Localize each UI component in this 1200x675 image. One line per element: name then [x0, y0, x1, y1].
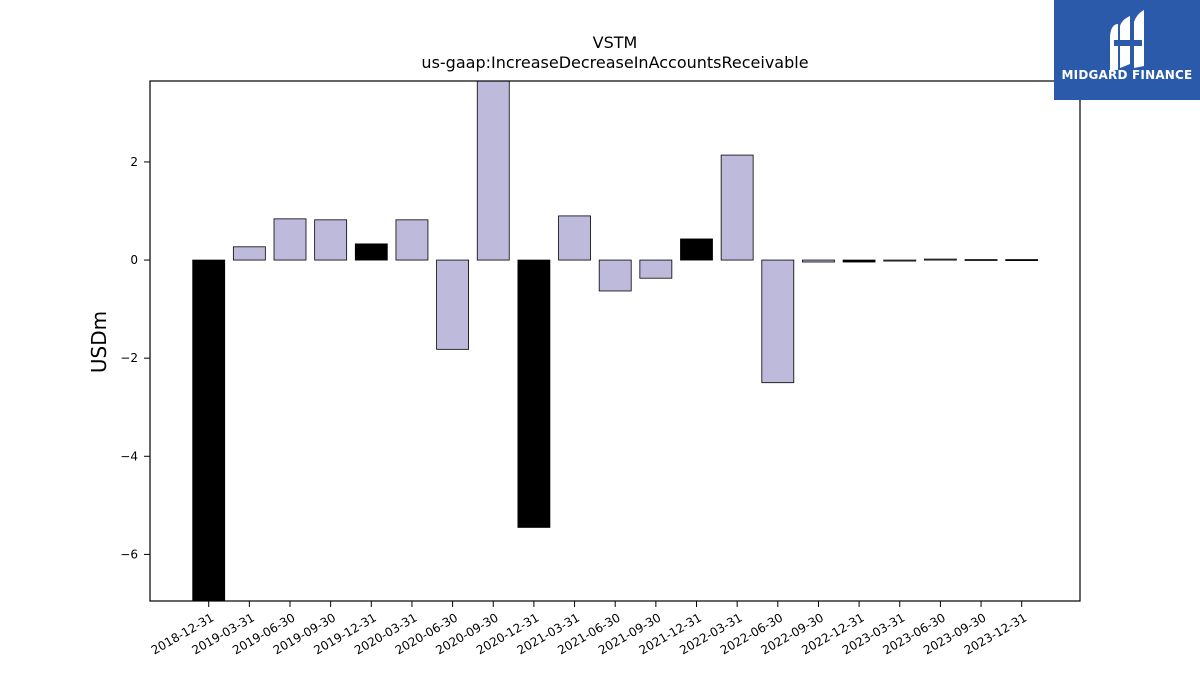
bar-2023-09-30	[964, 259, 998, 261]
y-tick-label: −6	[120, 547, 138, 561]
bar-2021-03-31	[558, 215, 591, 261]
chart-subtitle: us-gaap:IncreaseDecreaseInAccountsReceiv…	[421, 53, 808, 72]
bar-2023-03-31	[883, 259, 917, 262]
plot-frame	[149, 80, 1081, 602]
y-axis-label: USDm	[87, 311, 111, 373]
y-tick-label: −4	[120, 449, 138, 463]
bar-2019-03-31	[232, 246, 266, 261]
bar-2021-06-30	[598, 259, 632, 292]
bar-2020-03-31	[395, 219, 429, 261]
bars-group	[192, 80, 1039, 602]
logo-text: MIDGARD FINANCE	[1061, 68, 1193, 82]
x-ticks: 2018-12-312019-03-312019-06-302019-09-30…	[149, 601, 1029, 657]
bar-2023-06-30	[924, 258, 957, 261]
bar-2019-09-30	[314, 219, 348, 261]
y-tick-label: 0	[130, 253, 138, 267]
bar-2018-12-31	[192, 259, 226, 602]
midgard-finance-logo: MIDGARD FINANCE	[1054, 0, 1200, 100]
bar-2022-12-31	[842, 259, 876, 263]
bar-2022-03-31	[720, 154, 754, 261]
bar-2020-09-30	[476, 80, 510, 261]
bar-2019-06-30	[273, 218, 307, 261]
bar-2020-06-30	[436, 259, 470, 350]
bar-2022-09-30	[802, 259, 835, 263]
chart-title: VSTM	[593, 33, 638, 52]
y-tick-label: −2	[120, 351, 138, 365]
bar-2021-12-31	[680, 238, 713, 261]
bar-2020-12-31	[517, 259, 551, 528]
bar-2022-06-30	[761, 259, 795, 384]
logo-mark-icon	[1110, 10, 1144, 70]
y-ticks: 2 0 −2 −4 −6	[120, 155, 150, 561]
bar-2021-09-30	[639, 259, 673, 279]
bar-2023-12-31	[1005, 259, 1039, 261]
y-tick-label: 2	[130, 155, 138, 169]
bar-2019-12-31	[354, 243, 388, 261]
